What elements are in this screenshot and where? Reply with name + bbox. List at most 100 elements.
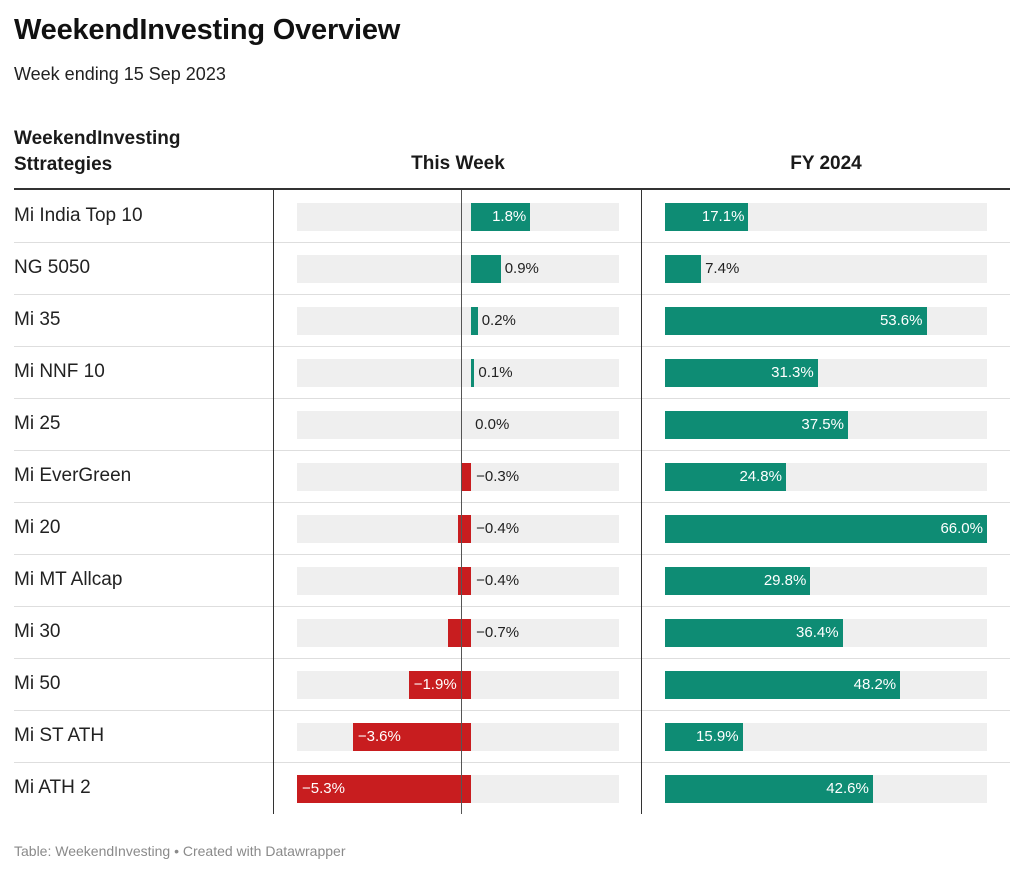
row-separator (14, 346, 1010, 347)
strategy-name: Mi ATH 2 (14, 777, 91, 798)
fy-bar (665, 775, 873, 803)
fy-bar (665, 671, 901, 699)
fy-bar-track: 15.9% (665, 723, 987, 751)
fy-value-label: 53.6% (879, 312, 923, 329)
week-value-label: 0.0% (475, 416, 510, 433)
week-bar-track: −1.9% (297, 671, 619, 699)
week-bar (471, 307, 478, 335)
fy-bar-track: 7.4% (665, 255, 987, 283)
page-title: WeekendInvesting Overview (14, 14, 401, 46)
fy-bar-track: 36.4% (665, 619, 987, 647)
fy-bar-track: 66.0% (665, 515, 987, 543)
table-row[interactable]: Mi 35 0.2% 53.6% (0, 294, 1024, 346)
week-value-label: −3.6% (357, 728, 401, 745)
table-row[interactable]: NG 5050 0.9% 7.4% (0, 242, 1024, 294)
row-separator (14, 710, 1010, 711)
strategy-name: Mi MT Allcap (14, 569, 123, 590)
week-bar (471, 255, 501, 283)
fy-bar (665, 723, 743, 751)
week-value-label: −0.4% (476, 572, 520, 589)
table-row[interactable]: Mi India Top 10 1.8% 17.1% (0, 190, 1024, 242)
week-bar-track: 0.2% (297, 307, 619, 335)
week-bar-track: 0.1% (297, 359, 619, 387)
strategy-name: Mi 35 (14, 309, 61, 330)
fy-value-label: 66.0% (940, 520, 983, 537)
column-header-this-week[interactable]: This Week (411, 153, 505, 174)
source-footer: Table: WeekendInvesting • Created with D… (14, 843, 346, 859)
week-bar (352, 723, 472, 751)
table-row[interactable]: Mi EverGreen −0.3% 24.8% (0, 450, 1024, 502)
week-value-label: −0.7% (476, 624, 520, 641)
week-bar (471, 203, 531, 231)
fy-bar (665, 411, 848, 439)
fy-bar (665, 567, 811, 595)
fy-value-label: 7.4% (705, 260, 740, 277)
table-row[interactable]: Mi ATH 2 −5.3% 42.6% (0, 762, 1024, 814)
fy-bar-track: 53.6% (665, 307, 987, 335)
fy-bar-track: 29.8% (665, 567, 987, 595)
strategy-name: NG 5050 (14, 257, 91, 278)
table-row[interactable]: Mi 30 −0.7% 36.4% (0, 606, 1024, 658)
fy-value-label: 17.1% (701, 208, 745, 225)
fy-bar-track: 24.8% (665, 463, 987, 491)
week-bar (471, 359, 475, 387)
header-divider (14, 188, 1010, 190)
fy-value-label: 15.9% (696, 728, 739, 745)
table-row[interactable]: Mi 50 −1.9% 48.2% (0, 658, 1024, 710)
fy-bar-track: 48.2% (665, 671, 987, 699)
week-bar-track: 0.0% (297, 411, 619, 439)
week-bar-track: −3.6% (297, 723, 619, 751)
fy-bar (665, 619, 843, 647)
fy-value-label: 48.2% (853, 676, 897, 693)
week-bar (448, 619, 472, 647)
week-bar-track: −0.7% (297, 619, 619, 647)
week-bar (458, 567, 472, 595)
week-value-label: 1.8% (492, 208, 527, 225)
row-separator (14, 398, 1010, 399)
strategy-name: Mi 20 (14, 517, 61, 538)
strategy-name: Mi 50 (14, 673, 61, 694)
fy-bar (665, 255, 702, 283)
fy-bar-track: 31.3% (665, 359, 987, 387)
week-bar-track: −5.3% (297, 775, 619, 803)
strategy-name: Mi ST ATH (14, 725, 105, 746)
table-row[interactable]: Mi ST ATH −3.6% 15.9% (0, 710, 1024, 762)
row-separator (14, 554, 1010, 555)
table-row[interactable]: Mi 25 0.0% 37.5% (0, 398, 1024, 450)
table-row[interactable]: Mi MT Allcap −0.4% 29.8% (0, 554, 1024, 606)
table-row[interactable]: Mi NNF 10 0.1% 31.3% (0, 346, 1024, 398)
week-value-label: 0.9% (504, 260, 539, 277)
week-value-label: −0.3% (476, 468, 520, 485)
row-separator (14, 242, 1010, 243)
page-subtitle: Week ending 15 Sep 2023 (14, 64, 226, 84)
week-bar (461, 463, 472, 491)
fy-bar-track: 42.6% (665, 775, 987, 803)
strategy-name: Mi India Top 10 (14, 205, 143, 226)
week-bar (297, 775, 472, 803)
row-separator (14, 294, 1010, 295)
fy-value-label: 31.3% (771, 364, 814, 381)
row-separator (14, 606, 1010, 607)
fy-bar-track: 17.1% (665, 203, 987, 231)
row-separator (14, 502, 1010, 503)
column-header-fy-2024[interactable]: FY 2024 (790, 153, 862, 174)
fy-value-label: 37.5% (801, 416, 844, 433)
week-value-label: 0.2% (481, 312, 516, 329)
strategy-name: Mi EverGreen (14, 465, 132, 486)
fy-value-label: 24.8% (739, 468, 782, 485)
fy-bar (665, 515, 987, 543)
week-zero-axis (461, 190, 462, 814)
fy-bar (665, 359, 818, 387)
week-bar (408, 671, 472, 699)
week-bar-track: 0.9% (297, 255, 619, 283)
week-value-label: 0.1% (478, 364, 513, 381)
table-row[interactable]: Mi 20 −0.4% 66.0% (0, 502, 1024, 554)
column-header-strategies[interactable]: WeekendInvesting Sttrategies (14, 128, 181, 175)
week-value-label: −0.4% (476, 520, 520, 537)
fy-value-label: 42.6% (826, 780, 869, 797)
strategy-name: Mi 25 (14, 413, 61, 434)
row-separator (14, 450, 1010, 451)
strategy-name: Mi NNF 10 (14, 361, 105, 382)
fy-bar (665, 463, 786, 491)
column-divider-name-week (273, 190, 274, 814)
